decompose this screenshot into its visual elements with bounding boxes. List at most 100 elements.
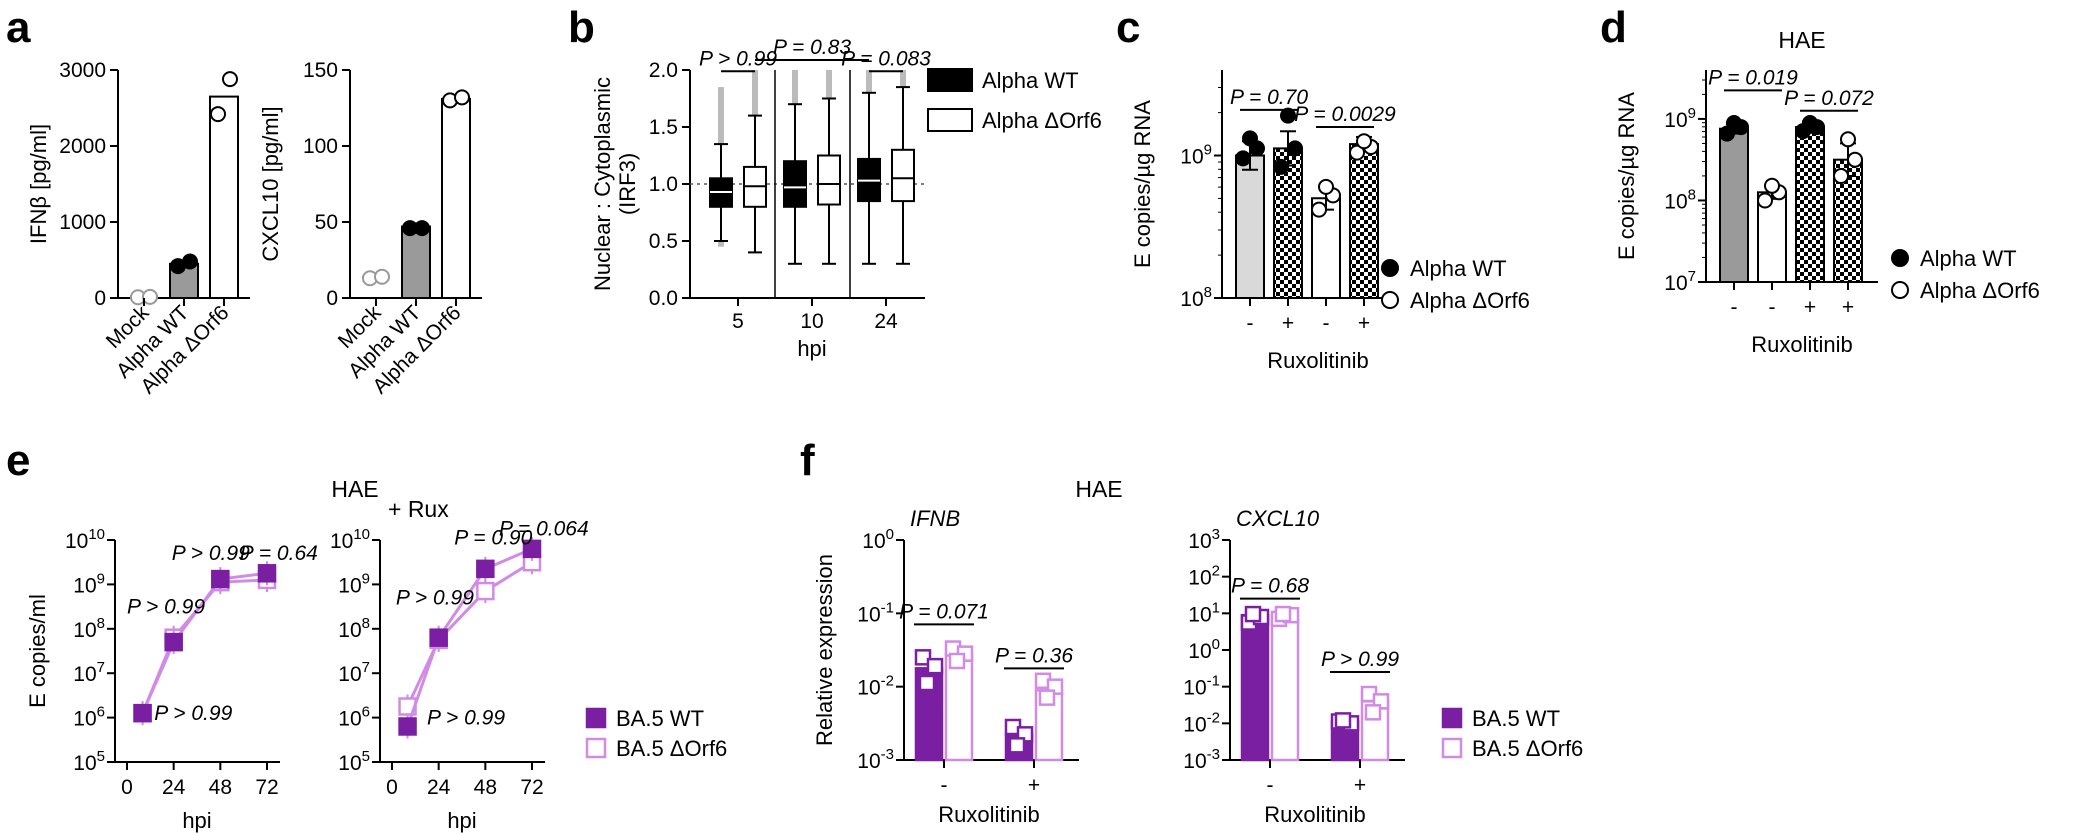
b-pvalue-2: P = 0.083 xyxy=(841,47,931,70)
f-cxcl10-pvalue-0: P = 0.68 xyxy=(1231,575,1309,598)
d-bar-0 xyxy=(1719,127,1749,283)
e-left-pvalue-0: P > 0.99 xyxy=(154,702,232,725)
e-right-ytick-label-3: 108 xyxy=(338,615,370,642)
a-ifnb-point-1-1 xyxy=(182,253,198,270)
a-ifnb-point-2-1 xyxy=(222,71,238,88)
f-cxcl10-ytick-label-2: 10-1 xyxy=(1183,673,1220,700)
f-cxcl10-point-0-0-2 xyxy=(1244,605,1262,623)
d-ytick-label-1: 108 xyxy=(1664,186,1696,213)
d-legend-label-0: Alpha WT xyxy=(1920,246,2017,271)
e-right-ytick-label-2: 107 xyxy=(338,659,370,686)
f-ifnb-ytick-label-2: 10-1 xyxy=(857,599,894,626)
b-outliers-1-0 xyxy=(792,70,798,105)
e-right-xtick-label-2: 48 xyxy=(474,776,497,799)
e-right-legend-label-0: BA.5 WT xyxy=(616,706,704,731)
b-outliers-low-0-0 xyxy=(718,241,724,247)
f-cxcl10-point-1-1-2 xyxy=(1364,704,1382,721)
f-ifnb-point-1-0-2 xyxy=(1008,737,1026,754)
e-left-point-0-0 xyxy=(133,703,152,723)
e-right-point-1-2 xyxy=(476,581,495,601)
b-xtick-label-0: 5 xyxy=(732,310,744,333)
f-cxcl10-subtitle: CXCL10 xyxy=(1236,506,1320,531)
c-point-2-0 xyxy=(1311,201,1327,218)
e-right-xtick-label-1: 24 xyxy=(427,776,451,799)
e-left-xtick-label-1: 24 xyxy=(162,776,186,799)
c-point-1-0 xyxy=(1273,158,1289,175)
c-ylabel: E copies/µg RNA xyxy=(1130,100,1155,268)
f-ifnb-xlabel: Ruxolitinib xyxy=(938,802,1040,827)
f-cxcl10-ytick-label-5: 102 xyxy=(1188,563,1220,590)
b-pvalue-0: P > 0.99 xyxy=(699,47,777,70)
f-ifnb-point-0-0-0 xyxy=(914,649,932,666)
e-right-title: + Rux xyxy=(388,496,449,522)
panel-label-c: c xyxy=(1116,3,1140,52)
b-legend-marker-1 xyxy=(927,108,973,132)
a-cxcl10-point-0-1 xyxy=(374,268,390,285)
c-legend-label-1: Alpha ΔOrf6 xyxy=(1410,288,1530,313)
e-left-ytick-label-1: 106 xyxy=(73,704,105,731)
e-right-legend-label-1: BA.5 ΔOrf6 xyxy=(616,736,727,761)
b-ytick-label-2: 1.0 xyxy=(649,173,678,196)
f-ifnb-point-1-1-2 xyxy=(1038,689,1056,706)
a-ifnb-point-0-1 xyxy=(142,288,158,305)
c-xtick-label-3: + xyxy=(1358,312,1370,335)
e-right-pvalue-3: P = 0.064 xyxy=(499,518,589,541)
e-right-pvalue-1: P > 0.99 xyxy=(396,586,474,609)
f-ifnb-pvalue-0: P = 0.071 xyxy=(899,600,989,623)
a-cxcl10-ylabel: CXCL10 [pg/ml] xyxy=(258,106,283,261)
e-left-ytick-label-3: 108 xyxy=(73,615,105,642)
a-ifnb-ytick-label-1: 1000 xyxy=(59,211,106,234)
f-cxcl10-ytick-label-0: 10-3 xyxy=(1183,746,1220,773)
b-legend-label-0: Alpha WT xyxy=(982,68,1079,93)
c-legend-marker-0 xyxy=(1381,259,1399,277)
c-xlabel: Ruxolitinib xyxy=(1267,348,1369,373)
e-left-pvalue-2: P > 0.99 xyxy=(172,542,250,565)
b-ytick-label-3: 1.5 xyxy=(649,116,678,139)
b-legend-marker-0 xyxy=(927,68,973,92)
c-point-3-0 xyxy=(1349,144,1365,161)
f-ifnb-xtick-label-0: - xyxy=(941,774,948,797)
f-cxcl10-bar-0-1 xyxy=(1270,613,1300,762)
e-right-ytick-label-4: 109 xyxy=(338,570,370,597)
d-point-3-2 xyxy=(1840,131,1856,148)
f-cxcl10-ytick-label-6: 103 xyxy=(1188,526,1220,553)
e-left-xtick-label-2: 48 xyxy=(209,776,232,799)
e-left-ytick-label-0: 105 xyxy=(73,748,105,775)
f-ifnb-ylabel: Relative expression xyxy=(812,554,837,746)
e-left-series-line-0 xyxy=(141,571,268,714)
c-bar-0 xyxy=(1235,154,1265,299)
a-cxcl10-bar-1 xyxy=(401,225,431,299)
f-ifnb-point-0-0-1 xyxy=(926,657,944,675)
c-point-3-2 xyxy=(1356,133,1372,150)
d-point-1-2 xyxy=(1764,177,1780,194)
c-legend-label-0: Alpha WT xyxy=(1410,256,1507,281)
e-left-point-0-3 xyxy=(257,564,277,583)
f-ifnb-subtitle: IFNB xyxy=(910,506,960,531)
f-cxcl10-legend-marker-0 xyxy=(1441,707,1463,729)
a-cxcl10-ytick-label-3: 150 xyxy=(303,59,338,82)
f-cxcl10-point-1-0-2 xyxy=(1334,712,1352,729)
panel-label-b: b xyxy=(568,3,595,52)
e-left-xtick-label-0: 0 xyxy=(121,776,133,799)
a-cxcl10-point-1-1 xyxy=(414,220,430,237)
f-cxcl10-point-0-1-2 xyxy=(1274,605,1292,623)
d-point-3-0 xyxy=(1833,168,1849,184)
d-ylabel: E copies/µg RNA xyxy=(1614,92,1639,260)
e-right-pvalue-2: P = 0.90 xyxy=(454,526,532,549)
a-ifnb-ytick-label-0: 0 xyxy=(94,287,106,310)
a-cxcl10-bar-2 xyxy=(441,97,471,299)
d-xtick-label-2: + xyxy=(1804,296,1816,319)
c-bar-3 xyxy=(1349,143,1379,299)
d-point-1-0 xyxy=(1757,192,1773,209)
b-outliers-1-1 xyxy=(826,70,832,99)
a-cxcl10-point-2-1 xyxy=(454,89,470,106)
d-xtick-label-3: + xyxy=(1842,296,1854,319)
b-xtick-label-2: 24 xyxy=(874,310,898,333)
f-cxcl10-pvalue-1: P > 0.99 xyxy=(1321,648,1399,671)
panel-label-f: f xyxy=(800,436,815,485)
f-cxcl10-ytick-label-1: 10-2 xyxy=(1183,709,1220,736)
c-point-1-1 xyxy=(1287,140,1303,157)
b-xlabel: hpi xyxy=(797,336,826,361)
